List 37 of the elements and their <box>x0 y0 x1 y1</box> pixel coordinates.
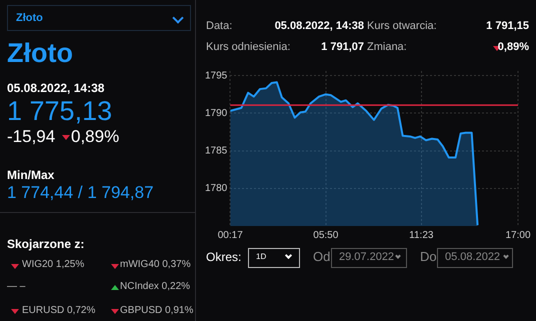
y-tick-label: 1785 <box>204 146 228 157</box>
chart-title: Złoto <box>7 38 73 69</box>
text: Złoto <box>16 12 43 24</box>
text: GBPUSD 0,91% <box>120 305 194 316</box>
text: 1 775,13 <box>7 96 112 127</box>
x-tick-label: 00:17 <box>218 230 244 241</box>
text: — – <box>7 281 26 292</box>
text: 1 791,15 <box>486 20 529 32</box>
text: WIG20 1,25% <box>22 259 84 270</box>
text: EURUSD 0,72% <box>22 305 96 316</box>
x-tick-label: 05:50 <box>313 230 339 241</box>
text: 05.08.2022, 14:38 <box>7 81 104 95</box>
text: Skojarzone z: <box>7 237 84 251</box>
text: Okres: <box>206 250 242 264</box>
text: 05.08.2022 <box>445 251 500 263</box>
text: 0,89% <box>71 127 120 147</box>
text: NCIndex 0,22% <box>120 281 190 292</box>
y-tick-label: 1790 <box>204 108 228 119</box>
text: 05.08.2022, 14:38 <box>274 20 364 32</box>
text: 0,89% <box>498 41 529 53</box>
text: Kurs otwarcia: <box>367 20 437 32</box>
text: Od <box>313 249 330 264</box>
text: Min/Max <box>7 168 54 182</box>
text: Kurs odniesienia: <box>206 41 290 53</box>
x-tick-label: 17:00 <box>505 230 531 241</box>
y-tick-label: 1795 <box>204 70 228 82</box>
text: Do <box>420 249 437 264</box>
y-tick-label: 1780 <box>204 183 228 194</box>
x-tick-label: 11:23 <box>409 230 434 241</box>
text: 1 791,07 <box>321 41 364 53</box>
text: mWIG40 0,37% <box>120 259 191 270</box>
text: Data: <box>206 20 232 32</box>
text: Zmiana: <box>367 41 407 53</box>
text: 1 774,44 / 1 794,87 <box>7 183 154 203</box>
text: 29.07.2022 <box>339 251 394 263</box>
text: 1D <box>256 252 266 261</box>
text: -15,94 <box>7 127 56 147</box>
